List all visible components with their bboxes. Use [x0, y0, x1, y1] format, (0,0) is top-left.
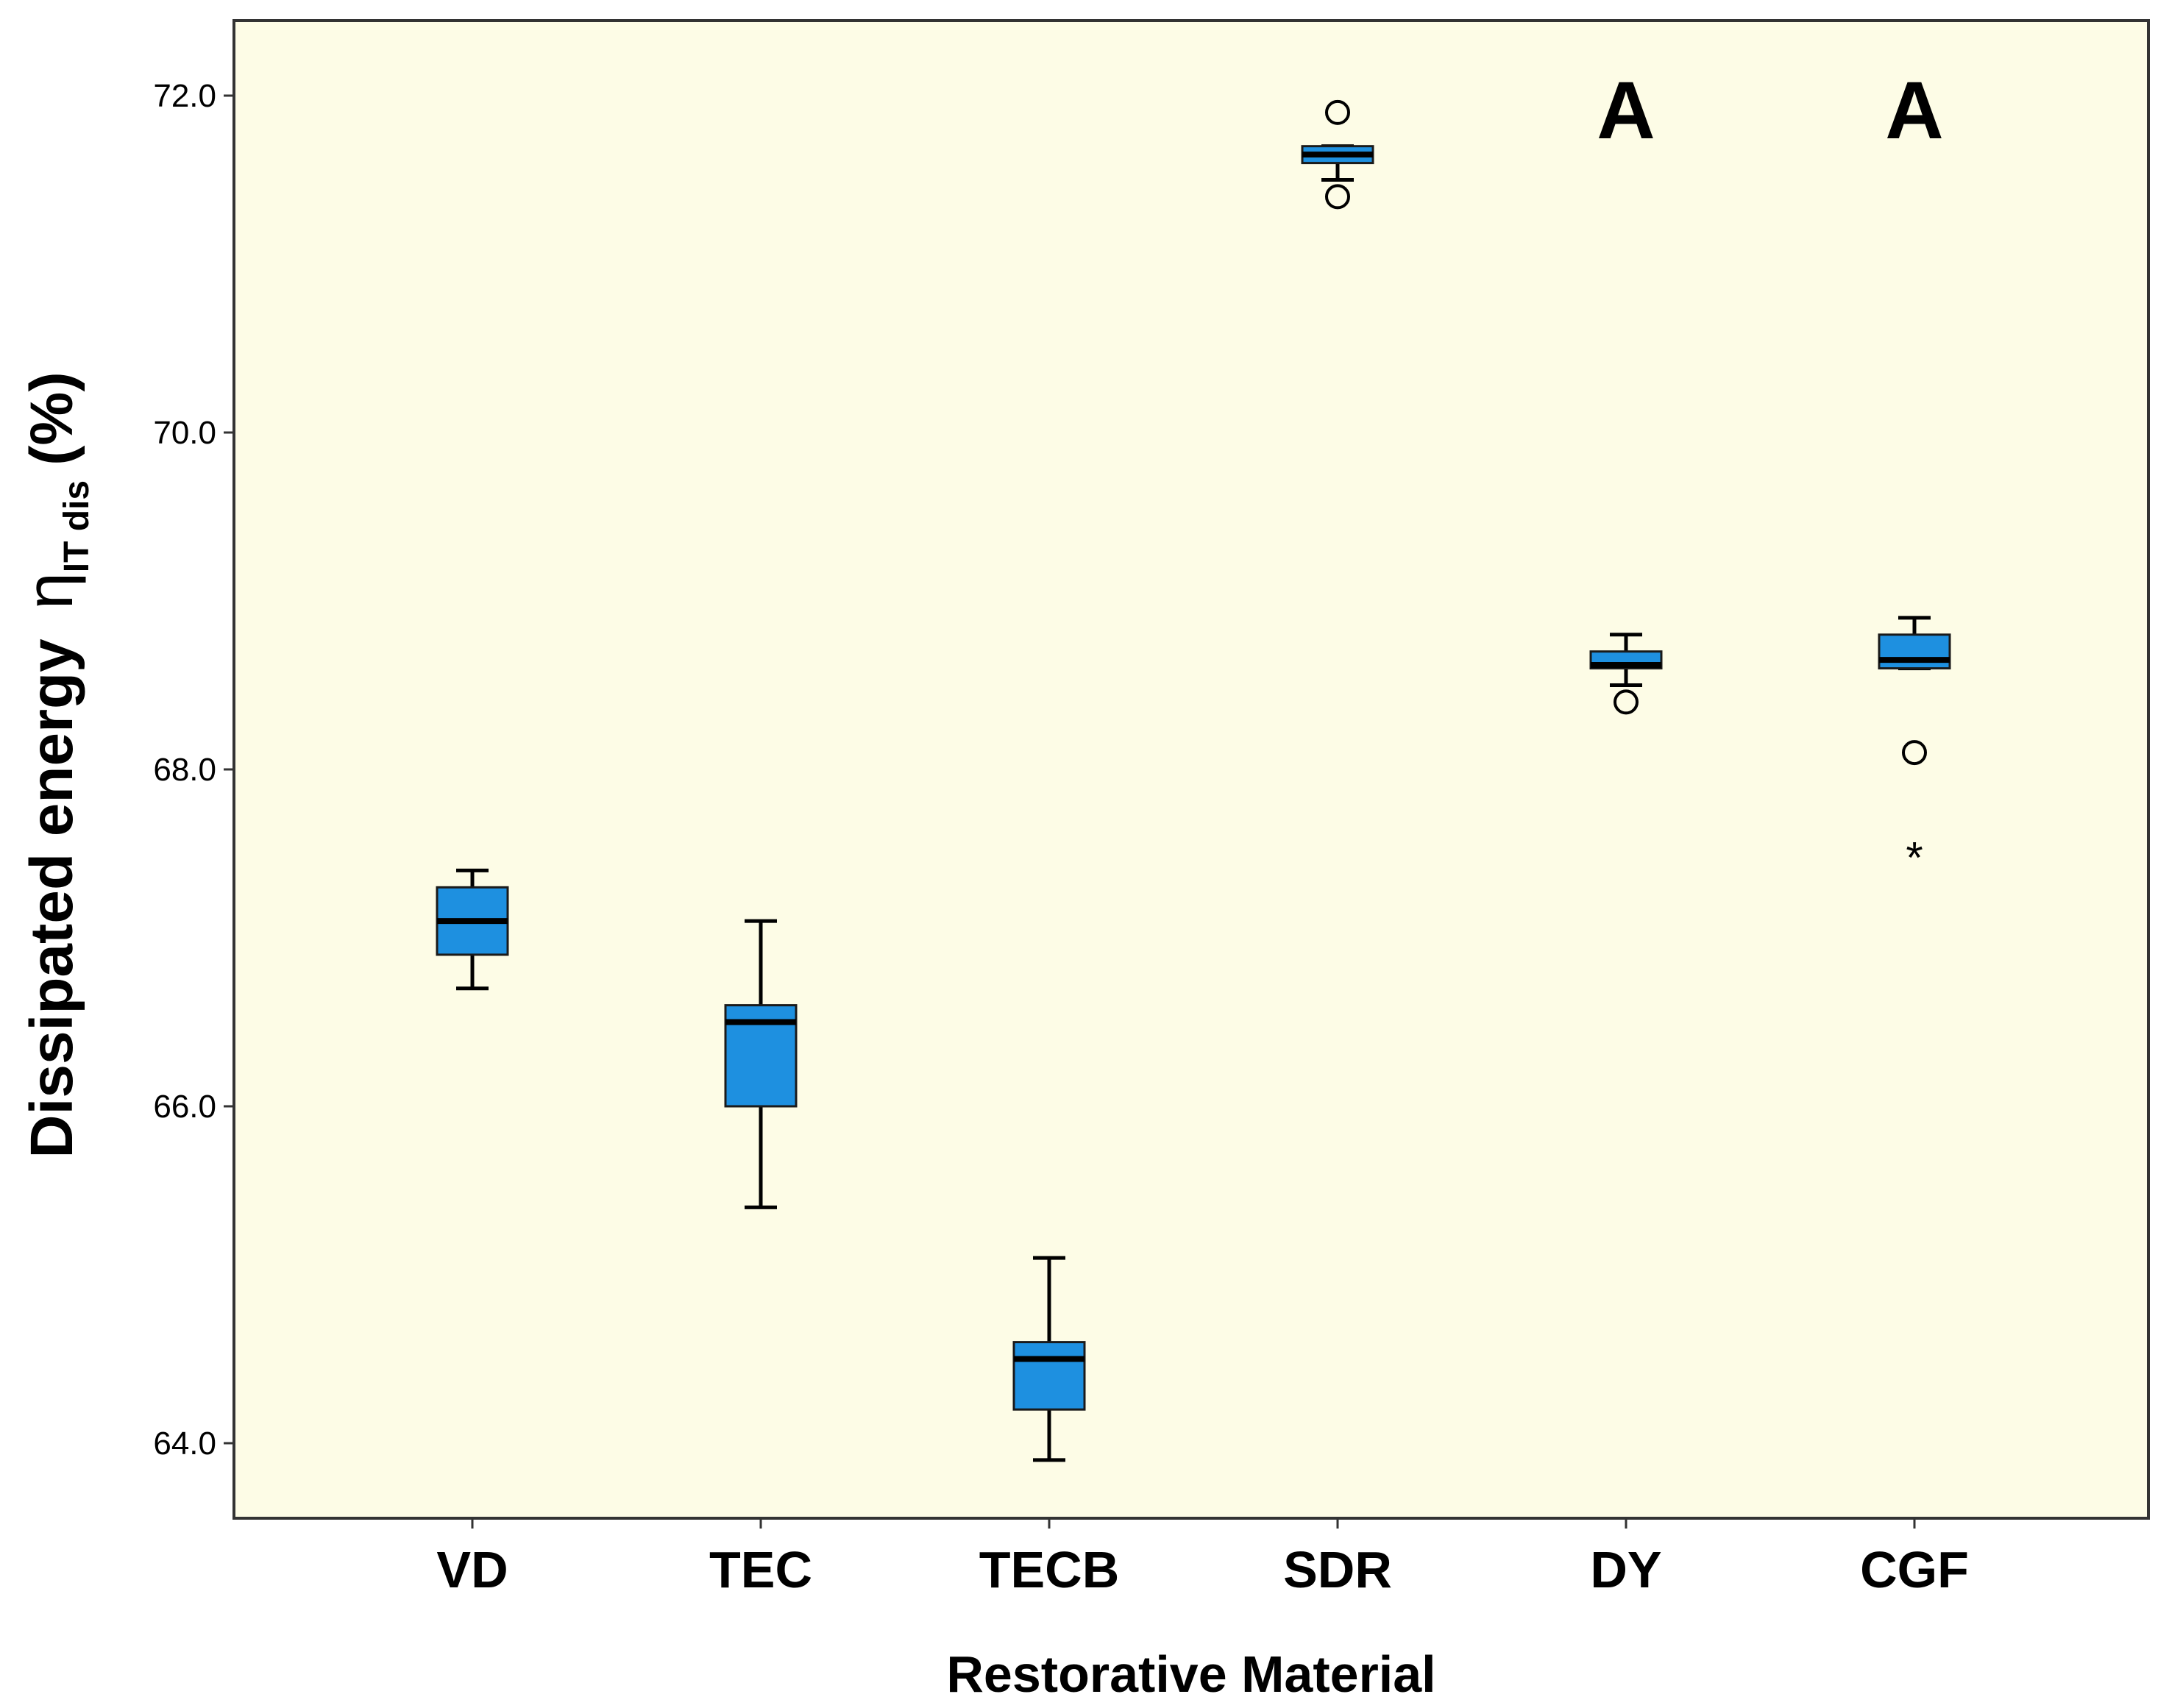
- box-sdr: [1301, 99, 1374, 210]
- y-axis-label-unit: (%): [18, 371, 85, 466]
- group-letter: A: [1597, 65, 1655, 156]
- box-cgf: *A: [1878, 65, 1951, 883]
- y-axis: 64.0 66.0 68.0 70.0 72.0: [153, 21, 235, 1518]
- y-tick-label: 72.0: [153, 78, 216, 114]
- box-dy: A: [1589, 65, 1663, 715]
- extreme-point: *: [1906, 833, 1923, 883]
- y-axis-label-main: Dissipated energy: [18, 638, 85, 1159]
- x-tick-label: CGF: [1860, 1541, 1969, 1598]
- box-iqr: [1012, 1341, 1086, 1411]
- y-tick-label: 70.0: [153, 415, 216, 451]
- y-tick-label: 66.0: [153, 1089, 216, 1125]
- y-axis-label-subscript: IT dis: [57, 480, 96, 572]
- x-tick-label: SDR: [1283, 1541, 1392, 1598]
- box-tec: [724, 919, 798, 1209]
- box-iqr: [1878, 633, 1951, 670]
- x-tick-label: VD: [436, 1541, 508, 1598]
- x-axis: VD TEC TECB SDR DY CGF: [234, 1517, 2148, 1598]
- outlier-point: [1614, 689, 1639, 715]
- y-axis-label: Dissipated energy ηIT dis (%): [13, 371, 96, 1158]
- group-letter: A: [1885, 65, 1943, 156]
- boxes-layer: A*A: [436, 65, 1951, 1462]
- y-tick-label: 68.0: [153, 752, 216, 788]
- plot-background: [232, 19, 2150, 1520]
- y-axis-label-symbol: η: [13, 572, 87, 609]
- x-axis-label: Restorative Material: [946, 1645, 1435, 1703]
- outlier-point: [1902, 740, 1927, 766]
- box-tecb: [1012, 1256, 1086, 1462]
- y-tick-label: 64.0: [153, 1426, 216, 1462]
- outlier-point: [1325, 184, 1350, 210]
- outlier-point: [1325, 99, 1350, 125]
- x-tick-label: TEC: [709, 1541, 812, 1598]
- x-tick-label: DY: [1590, 1541, 1661, 1598]
- box-vd: [436, 868, 509, 991]
- x-tick-label: TECB: [979, 1541, 1120, 1598]
